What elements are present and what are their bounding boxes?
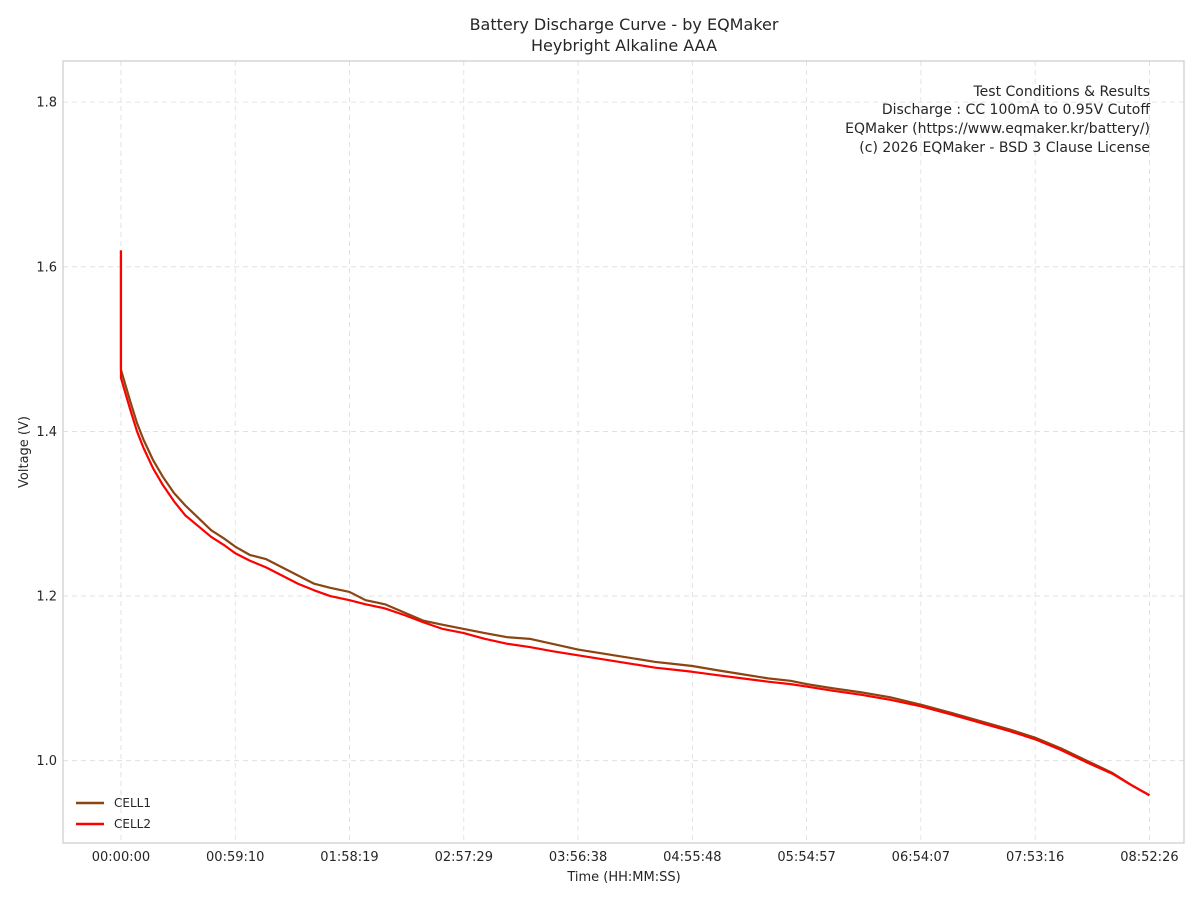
x-tick-label: 01:58:19 [320, 850, 378, 865]
annotation-line-2: Discharge : CC 100mA to 0.95V Cutoff [882, 102, 1151, 118]
annotation-line-4: (c) 2026 EQMaker - BSD 3 Clause License [859, 140, 1150, 156]
x-axis-label: Time (HH:MM:SS) [566, 870, 680, 885]
y-tick-label: 1.8 [36, 96, 57, 111]
y-tick-label: 1.2 [36, 590, 57, 605]
x-tick-label: 07:53:16 [1006, 850, 1064, 865]
x-tick-label: 00:59:10 [206, 850, 264, 865]
x-tick-label: 03:56:38 [549, 850, 607, 865]
y-axis-ticks: 1.0 1.2 1.4 1.6 1.8 [36, 96, 57, 770]
annotation-line-3: EQMaker (https://www.eqmaker.kr/battery/… [845, 121, 1150, 137]
y-tick-label: 1.0 [36, 754, 57, 769]
x-tick-label: 04:55:48 [663, 850, 721, 865]
series-line-cell1 [119, 250, 1150, 797]
legend-label-cell1: CELL1 [114, 796, 151, 810]
x-axis-ticks: 00:00:00 00:59:10 01:58:19 02:57:29 03:56:38… [92, 850, 1179, 865]
series-line-cell2 [119, 250, 1150, 797]
legend-label-cell2: CELL2 [114, 817, 151, 831]
x-tick-label: 08:52:26 [1120, 850, 1178, 865]
y-tick-label: 1.6 [36, 260, 57, 275]
grid-lines [63, 61, 1184, 843]
y-tick-label: 1.4 [36, 425, 57, 440]
x-tick-label: 02:57:29 [435, 850, 493, 865]
chart-subtitle: Heybright Alkaline AAA [531, 36, 717, 55]
plot-area-frame [62, 60, 1185, 844]
legend: CELL1 CELL2 [76, 796, 151, 831]
y-axis-label: Voltage (V) [17, 416, 32, 488]
chart-title: Battery Discharge Curve - by EQMaker [470, 15, 779, 34]
x-tick-label: 06:54:07 [892, 850, 950, 865]
series-lines [119, 250, 1150, 797]
annotation-box: Test Conditions & Results Discharge : CC… [845, 84, 1150, 156]
x-tick-label: 00:00:00 [92, 850, 150, 865]
x-tick-label: 05:54:57 [777, 850, 835, 865]
annotation-line-1: Test Conditions & Results [973, 84, 1151, 100]
